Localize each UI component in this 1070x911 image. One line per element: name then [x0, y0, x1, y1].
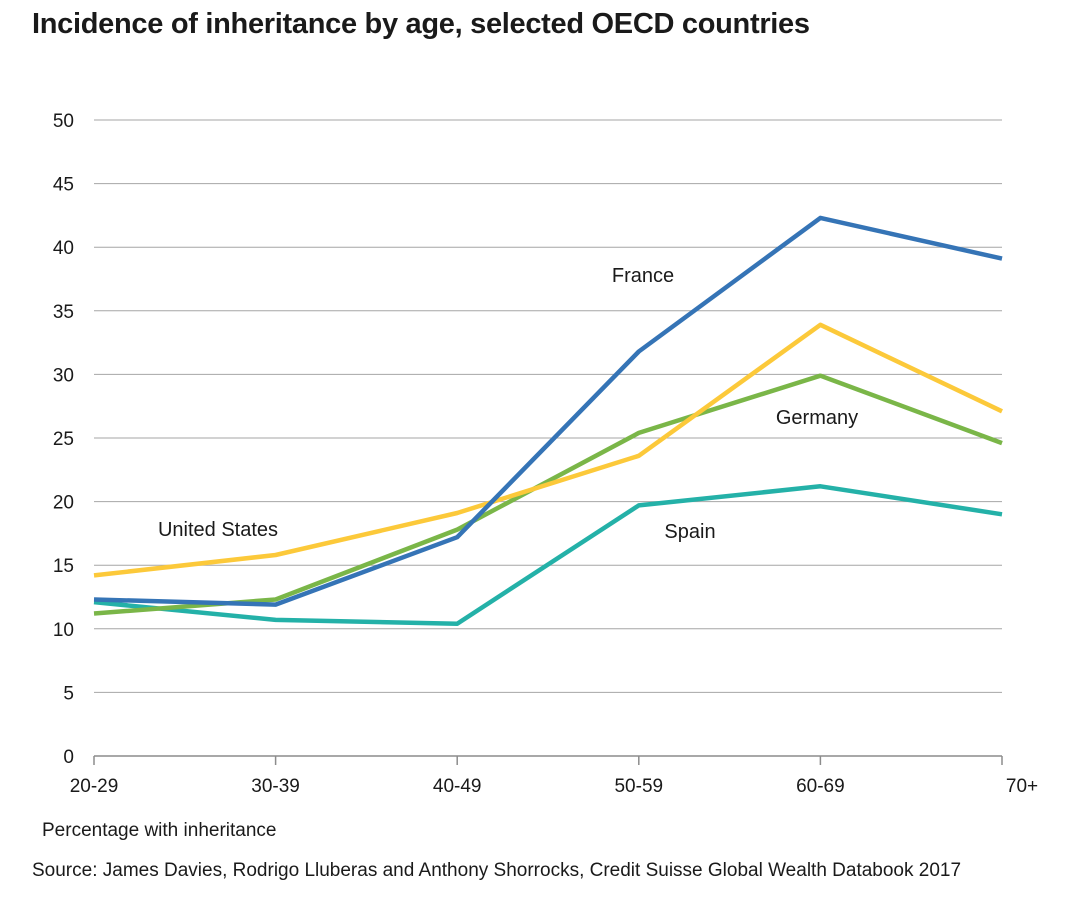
y-tick-label: 45	[53, 175, 74, 196]
y-tick-label: 5	[63, 683, 74, 704]
series-line-spain	[93, 484, 1003, 626]
series-line-france	[93, 215, 1003, 607]
y-tick-label: 0	[63, 747, 74, 768]
gridlines	[94, 119, 1002, 693]
series-label-france: France	[612, 265, 674, 287]
series-label-spain: Spain	[664, 521, 715, 543]
x-tick-label: 50-59	[614, 776, 663, 797]
series-label-united-states: United States	[158, 519, 278, 541]
x-tick-label: 40-49	[433, 776, 482, 797]
y-tick-label: 40	[53, 238, 74, 259]
x-tick-label: 60-69	[796, 776, 845, 797]
y-tick-label: 50	[53, 111, 74, 132]
series-labels: France United States Germany Spain	[158, 265, 858, 543]
series-label-germany: Germany	[776, 407, 858, 429]
y-tick-label: 35	[53, 302, 74, 323]
y-tick-label: 15	[53, 556, 74, 577]
y-tick-label: 25	[53, 429, 74, 450]
chart-title: Incidence of inheritance by age, selecte…	[32, 8, 810, 40]
y-axis-note: Percentage with inheritance	[42, 820, 277, 841]
axes: 0 5 10 15 20 25 30 35 40 45 50 20-29 30-39 40-49 50-59…	[53, 111, 1038, 797]
x-tick-label: 20-29	[70, 776, 119, 797]
y-tick-label: 20	[53, 493, 74, 514]
series-lines	[93, 215, 1003, 626]
y-tick-label: 10	[53, 620, 74, 641]
x-tick-label: 70+	[1006, 776, 1038, 797]
source-note: Source: James Davies, Rodrigo Lluberas a…	[32, 860, 962, 881]
x-tick-label: 30-39	[251, 776, 300, 797]
y-tick-label: 30	[53, 365, 74, 386]
series-line-united-states	[93, 322, 1003, 578]
